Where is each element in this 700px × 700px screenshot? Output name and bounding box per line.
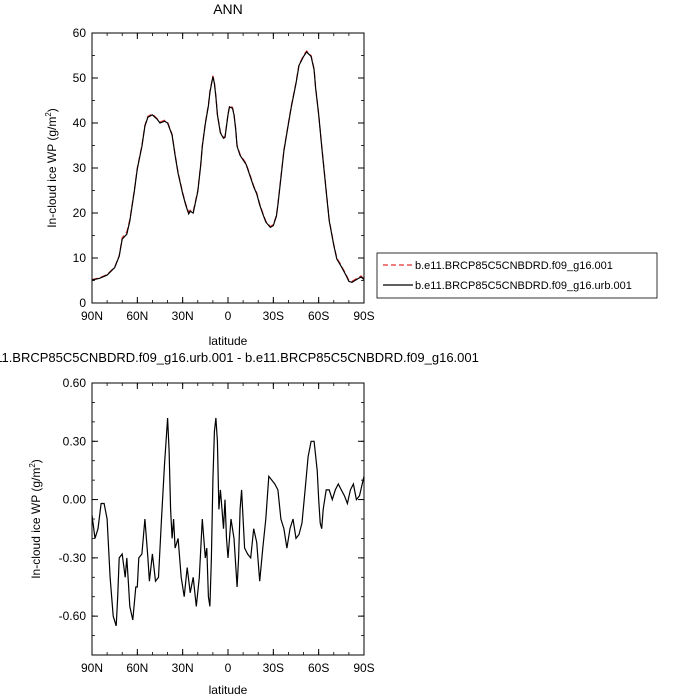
top-y-tick-label: 20 [73, 206, 87, 220]
bottom-y-tick-label: 0.60 [63, 376, 87, 390]
bottom-y-tick-label: 0.00 [63, 493, 87, 507]
legend-label-series-1: b.e11.BRCP85C5CNBDRD.f09_g16.001 [415, 260, 613, 272]
bottom-y-tick-label: -0.30 [59, 551, 87, 565]
bottom-x-tick-label: 30S [263, 661, 284, 675]
bottom-y-axis-label: In-cloud ice WP (g/m2) [28, 459, 43, 579]
top-x-axis-label: latitude [209, 334, 248, 348]
top-y-tick-label: 0 [79, 296, 86, 310]
top-x-axis-ticks: 90N 60N 30N 0 30S 60S 90S [81, 33, 375, 323]
top-y-tick-label: 30 [73, 161, 87, 175]
top-plot-lines [91, 50, 365, 283]
bottom-x-tick-label: 30N [172, 661, 194, 675]
top-x-tick-label: 60N [126, 309, 148, 323]
top-x-tick-label: 0 [225, 309, 232, 323]
top-y-tick-label: 60 [73, 26, 87, 40]
bottom-y-tick-label: -0.60 [59, 609, 87, 623]
bottom-x-axis-label: latitude [209, 683, 248, 697]
top-x-tick-label: 30S [263, 309, 284, 323]
bottom-chart-title: b.e11.BRCP85C5CNBDRD.f09_g16.urb.001 - b… [0, 350, 479, 365]
bottom-y-axis-ticks: -0.60 -0.30 0.00 0.30 0.60 [59, 376, 364, 656]
bottom-x-tick-label: 90N [81, 661, 103, 675]
bottom-x-tick-label: 0 [225, 661, 232, 675]
top-x-tick-label: 60S [308, 309, 329, 323]
legend-box [376, 252, 658, 299]
legend-label-series-2: b.e11.BRCP85C5CNBDRD.f09_g16.urb.001 [415, 280, 632, 292]
top-series-line-2 [91, 50, 365, 283]
top-y-tick-label: 40 [73, 116, 87, 130]
legend: b.e11.BRCP85C5CNBDRD.f09_g16.001 b.e11.B… [376, 252, 658, 299]
top-x-tick-label: 90N [81, 309, 103, 323]
top-y-tick-label: 10 [73, 251, 87, 265]
bottom-series-line-1 [91, 417, 365, 627]
bottom-y-tick-label: 0.30 [63, 434, 87, 448]
top-y-axis-label: In-cloud ice WP (g/m2) [44, 108, 59, 228]
bottom-x-tick-label: 60S [308, 661, 329, 675]
top-x-tick-label: 30N [172, 309, 194, 323]
top-panel: ANN 0 10 20 30 40 50 60 90N 60N 30N 0 30S 60S 90S la… [44, 1, 658, 348]
bottom-x-tick-label: 90S [353, 661, 374, 675]
bottom-x-axis-ticks: 90N 60N 30N 0 30S 60S 90S [81, 383, 375, 675]
top-plot-frame [91, 32, 365, 304]
bottom-x-tick-label: 60N [126, 661, 148, 675]
top-chart-title: ANN [213, 1, 243, 17]
top-x-tick-label: 90S [353, 309, 374, 323]
bottom-plot-lines [91, 417, 365, 627]
top-y-axis-ticks: 0 10 20 30 40 50 60 [73, 26, 364, 310]
top-y-tick-label: 50 [73, 71, 87, 85]
bottom-panel: b.e11.BRCP85C5CNBDRD.f09_g16.urb.001 - b… [0, 350, 479, 697]
